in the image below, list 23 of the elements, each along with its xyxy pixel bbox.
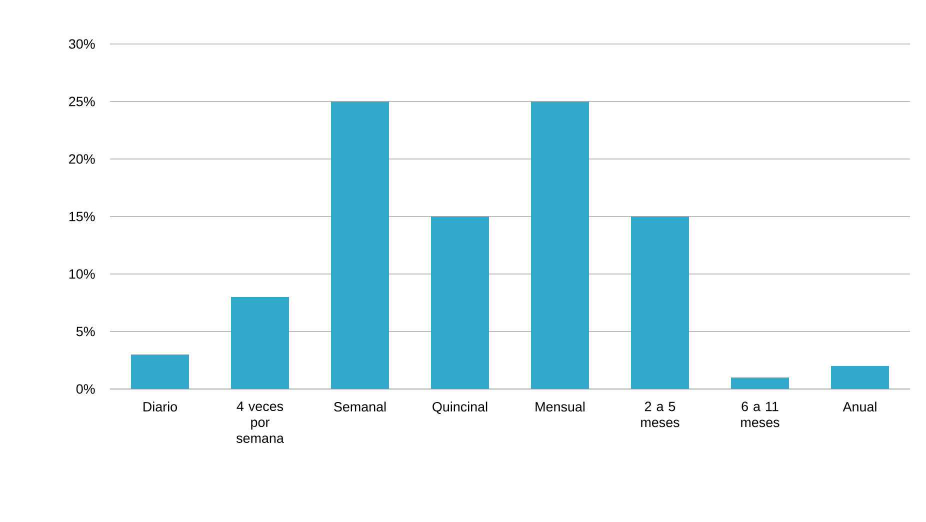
y-tick-label: 25% bbox=[69, 96, 95, 106]
x-tick-label: Mensual bbox=[536, 402, 585, 412]
bar bbox=[331, 101, 389, 389]
x-tick-label: Anual bbox=[842, 402, 876, 412]
bar bbox=[731, 378, 789, 389]
x-tick-label: Semanal bbox=[334, 402, 386, 412]
y-tick-label: 30% bbox=[68, 39, 95, 49]
bar bbox=[831, 366, 889, 389]
x-tick-label: 6 a 11 meses bbox=[741, 402, 780, 428]
y-tick-label: 20% bbox=[69, 154, 95, 164]
x-tick-label: Quincinal bbox=[432, 402, 488, 414]
x-tick-label: Diario bbox=[144, 402, 177, 412]
y-tick-label: 10% bbox=[69, 269, 95, 279]
y-tick-label: 15% bbox=[69, 212, 95, 222]
bar bbox=[531, 101, 589, 389]
x-tick-label: 4 veces por semana bbox=[236, 402, 284, 443]
x-tick-label: 2 a 5 meses bbox=[641, 402, 680, 428]
y-tick-label: 0% bbox=[76, 384, 95, 394]
bar bbox=[431, 216, 489, 389]
bar bbox=[131, 354, 189, 389]
bar bbox=[231, 296, 289, 389]
y-tick-label: 5% bbox=[76, 326, 95, 336]
bar bbox=[631, 216, 689, 389]
